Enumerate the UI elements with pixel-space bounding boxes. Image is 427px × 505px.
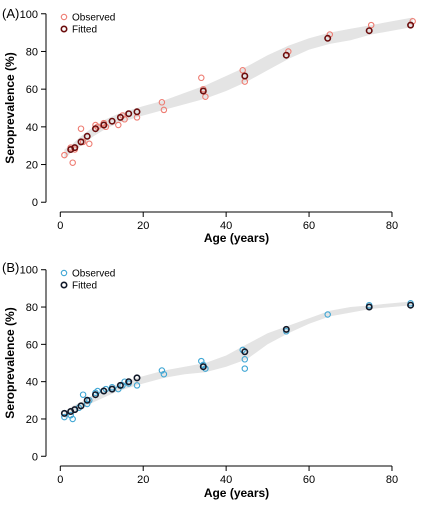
point-observed bbox=[160, 106, 168, 114]
y-tick-label: 40 bbox=[26, 122, 38, 134]
point-observed bbox=[115, 121, 122, 129]
point-observed bbox=[202, 93, 209, 100]
y-tick-label: 60 bbox=[26, 84, 38, 96]
y-tick-label: 80 bbox=[26, 302, 38, 314]
x-tick-label: 60 bbox=[303, 474, 315, 486]
point-fitted bbox=[60, 409, 68, 417]
point-observed bbox=[69, 159, 76, 166]
point-observed bbox=[79, 391, 87, 398]
point-fitted bbox=[133, 108, 141, 116]
point-observed bbox=[239, 67, 246, 74]
point-observed bbox=[367, 21, 375, 29]
point-fitted bbox=[92, 125, 100, 133]
confidence-band bbox=[64, 17, 413, 159]
confidence-band bbox=[64, 301, 413, 419]
point-fitted bbox=[100, 387, 108, 395]
y-axis-title: Seroprevalence (%) bbox=[3, 52, 17, 163]
y-tick-label: 20 bbox=[26, 414, 38, 426]
point-fitted bbox=[241, 72, 249, 80]
x-tick-label: 40 bbox=[220, 220, 232, 232]
point-observed bbox=[324, 311, 331, 318]
point-fitted bbox=[324, 34, 332, 42]
panel-0: (A) 0 20 40 60 80 0 20 40 60 80 100 Age (years) Serop… bbox=[2, 6, 416, 245]
point-fitted bbox=[282, 51, 290, 59]
point-fitted bbox=[83, 396, 91, 404]
y-tick-label: 40 bbox=[26, 377, 38, 389]
point-fitted bbox=[100, 121, 108, 129]
point-fitted bbox=[365, 303, 373, 311]
point-fitted bbox=[241, 348, 249, 356]
point-fitted bbox=[108, 385, 116, 393]
x-tick-label: 0 bbox=[57, 474, 63, 486]
panel-1: (B) 0 20 40 60 80 0 20 40 60 80 100 Age (years) Serop… bbox=[2, 260, 415, 500]
x-axis-title: Age (years) bbox=[204, 486, 269, 500]
point-fitted bbox=[282, 325, 290, 333]
y-tick-label: 20 bbox=[26, 160, 38, 172]
point-fitted bbox=[125, 378, 133, 386]
point-fitted bbox=[199, 87, 207, 95]
x-tick-label: 60 bbox=[303, 220, 315, 232]
point-fitted bbox=[71, 406, 79, 414]
point-fitted bbox=[125, 110, 133, 118]
point-observed bbox=[158, 99, 166, 106]
point-observed bbox=[160, 370, 168, 378]
legend-marker-observed bbox=[60, 13, 68, 21]
panel-label: (B) bbox=[2, 260, 19, 275]
x-tick-label: 20 bbox=[137, 220, 149, 232]
y-tick-label: 0 bbox=[32, 451, 38, 463]
point-fitted bbox=[77, 402, 85, 410]
point-fitted bbox=[407, 21, 415, 29]
point-fitted bbox=[108, 117, 116, 125]
point-observed bbox=[61, 413, 68, 421]
point-fitted bbox=[116, 113, 124, 121]
y-tick-label: 100 bbox=[20, 9, 38, 21]
panel-label: (A) bbox=[2, 6, 19, 21]
point-fitted bbox=[133, 374, 141, 382]
x-tick-label: 40 bbox=[220, 474, 232, 486]
legend-marker-fitted bbox=[60, 281, 68, 289]
point-observed bbox=[86, 140, 93, 148]
legend-label-observed: Observed bbox=[72, 269, 115, 280]
point-fitted bbox=[71, 144, 79, 152]
series-observed bbox=[61, 18, 416, 166]
legend-label-fitted: Fitted bbox=[72, 281, 97, 292]
x-tick-label: 20 bbox=[137, 474, 149, 486]
x-tick-label: 80 bbox=[386, 474, 398, 486]
x-axis-title: Age (years) bbox=[204, 231, 269, 245]
x-tick-label: 0 bbox=[57, 220, 63, 232]
point-fitted bbox=[365, 27, 373, 35]
point-observed bbox=[133, 382, 141, 389]
point-fitted bbox=[83, 132, 91, 140]
legend-label-fitted: Fitted bbox=[72, 25, 97, 36]
legend-marker-fitted bbox=[60, 25, 68, 33]
point-observed bbox=[61, 151, 68, 159]
y-tick-label: 0 bbox=[32, 197, 38, 209]
point-observed bbox=[241, 365, 249, 372]
y-axis-title: Seroprevalence (%) bbox=[3, 307, 17, 418]
point-observed bbox=[69, 415, 76, 423]
point-fitted bbox=[199, 363, 207, 371]
point-observed bbox=[198, 74, 205, 82]
point-observed bbox=[77, 125, 85, 132]
point-fitted bbox=[116, 381, 124, 389]
y-tick-label: 60 bbox=[26, 339, 38, 351]
y-tick-label: 100 bbox=[20, 265, 38, 277]
legend-marker-observed bbox=[60, 269, 68, 277]
point-fitted bbox=[77, 138, 85, 146]
x-tick-label: 80 bbox=[386, 220, 398, 232]
point-fitted bbox=[407, 301, 415, 309]
series-fitted bbox=[60, 301, 415, 417]
point-fitted bbox=[92, 391, 100, 399]
series-fitted bbox=[67, 21, 415, 154]
point-observed bbox=[241, 356, 249, 363]
y-tick-label: 80 bbox=[26, 46, 38, 58]
legend-label-observed: Observed bbox=[72, 13, 115, 24]
